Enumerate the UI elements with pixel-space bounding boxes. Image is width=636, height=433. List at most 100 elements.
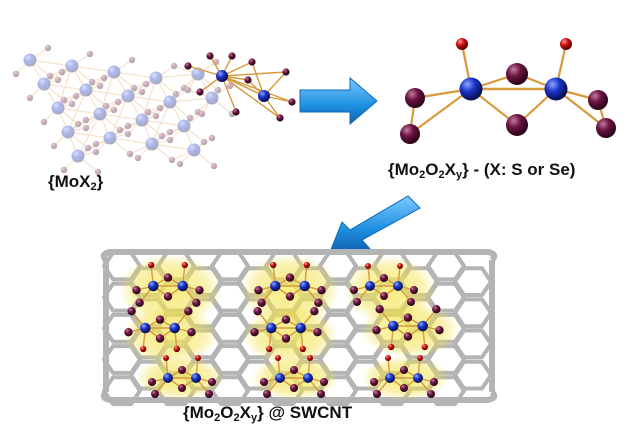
mo-atom	[187, 143, 201, 157]
cluster-fragment	[184, 52, 296, 122]
mo-atom	[417, 320, 428, 332]
x-atom	[84, 144, 92, 152]
x-atom	[403, 313, 413, 322]
x-atom	[82, 116, 90, 124]
x-atom	[152, 112, 160, 120]
mo-atom	[79, 83, 93, 97]
x-atom	[170, 62, 178, 70]
bond	[67, 89, 87, 133]
oxygen-atom	[181, 261, 188, 269]
x-atom	[232, 108, 240, 116]
bond	[71, 65, 115, 73]
mo-atom	[169, 322, 180, 334]
x-atom	[320, 378, 328, 386]
x-atom	[195, 286, 204, 295]
x-atom	[100, 74, 108, 82]
nanotube-hexagon	[453, 297, 493, 329]
oxygen-atom	[299, 345, 306, 353]
x-atom	[253, 307, 262, 316]
x-atom	[244, 76, 252, 84]
mo-atom	[107, 65, 121, 79]
nanotube-hexagon	[453, 328, 493, 360]
x-atom	[148, 378, 156, 386]
bond	[141, 119, 185, 127]
x-atom	[134, 154, 142, 162]
x-atom	[588, 90, 608, 110]
mo-atom	[275, 373, 285, 383]
x-atom	[26, 94, 34, 102]
x-atom	[163, 292, 173, 301]
bond	[221, 75, 237, 113]
mo-atom	[149, 71, 163, 85]
x-atom	[184, 86, 192, 94]
x-atom	[46, 72, 54, 80]
lattice-label: {MoX2}	[48, 172, 104, 193]
x-atom	[210, 162, 218, 170]
mo-atom	[295, 322, 306, 334]
x-atom	[380, 274, 388, 282]
mo-atom	[65, 59, 79, 73]
x-atom	[260, 378, 268, 386]
x-atom	[54, 76, 62, 84]
mo-atom	[177, 280, 188, 292]
glow	[122, 305, 218, 365]
nanotube-wall	[100, 389, 498, 403]
oxygen-atom	[421, 343, 428, 351]
nanotube-hexagon	[453, 359, 493, 391]
oxygen-atom	[148, 261, 155, 269]
x-atom	[208, 378, 216, 386]
x-atom	[285, 292, 295, 301]
x-atom	[400, 384, 408, 392]
oxygen-atom	[270, 261, 277, 269]
x-atom	[200, 138, 208, 146]
x-atom	[155, 315, 165, 324]
x-atom	[12, 70, 20, 78]
x-atom	[276, 114, 284, 122]
bond	[221, 75, 281, 119]
bond	[113, 71, 157, 79]
x-atom	[257, 298, 266, 307]
oxygen-atom	[140, 345, 147, 353]
mo-atom	[303, 373, 313, 383]
x-atom	[130, 84, 138, 92]
mo-atom	[51, 101, 65, 115]
bond	[67, 131, 111, 139]
x-atom	[506, 63, 528, 85]
x-atom	[254, 286, 263, 295]
oxygen-atom	[303, 261, 310, 269]
oxygen-atom	[397, 263, 403, 269]
bond	[221, 71, 287, 77]
cluster-label: {Mo2O2Xy} - (X: S or Se)	[388, 160, 576, 181]
mo-atom	[365, 281, 375, 291]
x-atom	[317, 390, 325, 398]
x-atom	[114, 98, 122, 106]
bond	[151, 143, 195, 151]
x-atom	[178, 384, 186, 392]
x-atom	[178, 366, 186, 374]
x-atom	[163, 273, 173, 282]
mo-atom	[61, 125, 75, 139]
oxygen-atom	[388, 343, 395, 351]
x-atom	[124, 122, 132, 130]
x-atom	[317, 286, 326, 295]
x-atom	[250, 328, 259, 337]
x-atom	[228, 52, 236, 60]
mo2o2xy-cluster	[400, 38, 616, 144]
mo-atom	[299, 280, 310, 292]
x-atom	[86, 50, 94, 58]
mo-atom	[37, 77, 51, 91]
x-atom	[132, 286, 141, 295]
x-atom	[380, 292, 388, 300]
mo-atom	[413, 373, 423, 383]
x-atom	[156, 104, 164, 112]
glow	[118, 254, 222, 326]
mo-atom	[103, 131, 117, 145]
x-atom	[372, 326, 381, 335]
x-atom	[144, 108, 152, 116]
x-atom	[138, 88, 146, 96]
x-atom	[102, 102, 110, 110]
x-atom	[158, 132, 166, 140]
mo-atom	[135, 113, 149, 127]
x-atom	[205, 390, 213, 398]
x-atom	[435, 326, 444, 335]
